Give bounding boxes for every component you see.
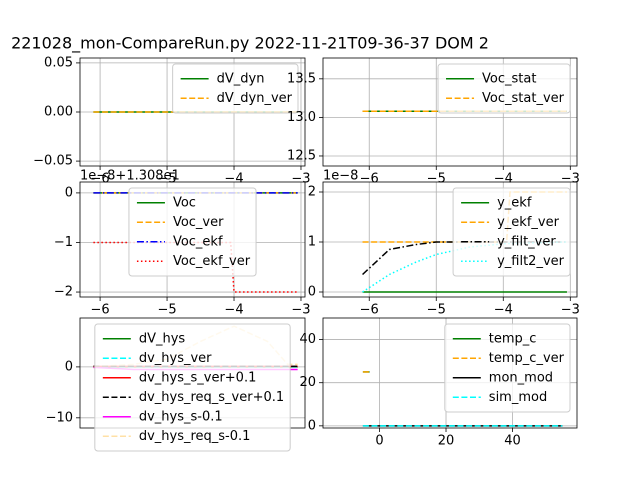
y-tick-label: 40 <box>299 332 316 347</box>
x-tick-label: 0 <box>375 434 383 449</box>
legend-label: dv_hys_ver <box>139 351 212 366</box>
legend-label: temp_c_ver <box>489 351 565 366</box>
legend: Voc_stat Voc_stat_ver <box>437 63 571 114</box>
legend-label: dV_dyn_ver <box>217 91 293 106</box>
x-tick-label: −3 <box>291 303 310 318</box>
y-tick-label: 12.5 <box>287 148 316 163</box>
legend: Voc Voc_ver Voc_ekf Voc_ekf_ver <box>128 187 257 277</box>
x-tick-label: −5 <box>157 172 176 187</box>
legend-label: Voc_stat_ver <box>482 91 565 106</box>
y-tick-label: 0 <box>65 359 73 374</box>
y-tick-label: 13.0 <box>287 110 316 125</box>
offset-label: 1e−8+1.308e1 <box>80 169 180 184</box>
x-tick-label: −3 <box>561 172 580 187</box>
axes-frame <box>322 317 578 429</box>
y-tick-label: 1 <box>308 235 316 250</box>
legend-box <box>172 63 299 114</box>
y-tick-label: 13.5 <box>287 71 316 86</box>
legend-box <box>452 187 571 277</box>
x-tick-label: −4 <box>494 172 513 187</box>
legend-box <box>94 323 291 452</box>
y-tick-label: 0 <box>308 285 316 300</box>
figure-title: 221028_mon-CompareRun.py 2022-11-21T09-3… <box>11 34 489 54</box>
legend-label: Voc_ver <box>173 215 224 230</box>
y-tick-label: 2 <box>308 185 316 200</box>
y-tick-label: 20 <box>299 375 316 390</box>
legend: temp_c temp_c_ver mon_mod sim_mod <box>444 323 571 413</box>
legend-label: Voc <box>173 195 196 210</box>
y-tick-label: 0 <box>65 185 73 200</box>
x-tick-label: −6 <box>91 303 110 318</box>
x-tick-label: −5 <box>427 172 446 187</box>
axes-frame <box>79 181 306 298</box>
x-tick-label: −6 <box>360 172 379 187</box>
legend-label: temp_c <box>489 331 537 346</box>
legend-label: y_ekf_ver <box>497 215 559 230</box>
x-tick-label: −4 <box>494 303 513 318</box>
legend-box <box>437 63 571 114</box>
x-tick-label: −3 <box>561 303 580 318</box>
legend: dV_dyn dV_dyn_ver <box>172 63 299 114</box>
x-tick-label: −5 <box>427 303 446 318</box>
axes-frame <box>322 181 578 298</box>
y-tick-label: −1 <box>54 235 73 250</box>
legend-label: y_filt_ver <box>497 234 556 249</box>
x-tick-label: −6 <box>360 303 379 318</box>
x-tick-label: −5 <box>157 303 176 318</box>
legend-label: Voc_ekf <box>173 234 223 249</box>
legend-label: sim_mod <box>489 390 547 405</box>
axes-frame <box>79 57 306 167</box>
axes-frame <box>322 57 578 167</box>
legend-label: dv_hys_req_s-0.1 <box>139 429 251 444</box>
legend-label: dv_hys_s-0.1 <box>139 409 223 424</box>
legend-label: dv_hys_s_ver+0.1 <box>139 370 257 385</box>
y-tick-label: −0.05 <box>33 154 73 169</box>
x-tick-label: −4 <box>224 172 243 187</box>
y-tick-label: −2 <box>54 285 73 300</box>
y-tick-label: 0.05 <box>44 55 73 70</box>
legend: dV_hys dv_hys_ver dv_hys_s_ver+0.1 dv_hys_r… <box>94 323 291 452</box>
subplot: −6 −5 −4 −3 −0.05 0.00 0.05 <box>33 55 310 186</box>
legend-label: dV_dyn <box>217 71 265 86</box>
x-tick-label: −3 <box>291 172 310 187</box>
y-tick-label: 0 <box>308 418 316 433</box>
legend-box <box>444 323 571 413</box>
y-tick-label: 0.00 <box>44 105 73 120</box>
legend-label: Voc_stat <box>482 71 536 86</box>
legend-label: dv_hys_req_s_ver+0.1 <box>139 390 284 405</box>
legend-label: dV_hys <box>139 331 186 346</box>
offset-label: 1e−8 <box>323 169 358 184</box>
y-tick-label: −10 <box>46 410 73 425</box>
legend: y_ekf y_ekf_ver y_filt_ver y_filt2_ver <box>452 187 571 277</box>
x-tick-label: −6 <box>91 172 110 187</box>
legend-label: y_filt2_ver <box>497 254 565 269</box>
x-tick-label: −4 <box>224 303 243 318</box>
legend-label: y_ekf <box>497 195 532 210</box>
x-tick-label: 20 <box>438 434 455 449</box>
x-tick-label: 40 <box>504 434 521 449</box>
legend-label: Voc_ekf_ver <box>173 254 251 269</box>
legend-label: mon_mod <box>489 370 553 385</box>
legend-box <box>128 187 257 277</box>
